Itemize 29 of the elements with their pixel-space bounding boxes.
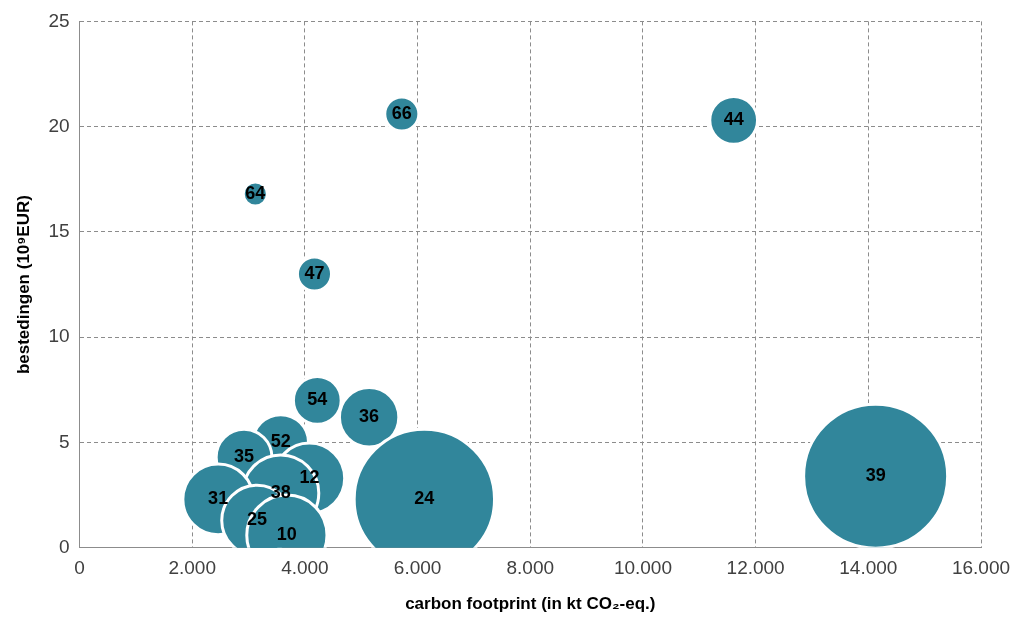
annotation: 10 <box>276 524 297 545</box>
y-tick-label: 5 <box>58 430 70 452</box>
annotation: 52 <box>270 431 291 452</box>
annotation: 66 <box>391 103 412 124</box>
annotation: 36 <box>359 406 380 427</box>
annotation: 54 <box>307 389 328 410</box>
x-axis-title: carbon footprint (in kt CO₂-eq.) <box>405 594 656 614</box>
x-tick-label: 12.000 <box>726 557 785 579</box>
y-tick-label: 25 <box>48 9 70 31</box>
x-tick-label: 10.000 <box>613 557 673 579</box>
x-tick-label: 4.000 <box>281 557 329 579</box>
y-tick-label: 0 <box>58 536 70 558</box>
y-tick-label: 10 <box>48 325 70 347</box>
annotation: 31 <box>208 488 229 509</box>
y-tick-label: 20 <box>48 114 70 136</box>
y-tick-label: 15 <box>48 220 70 242</box>
annotation: 39 <box>865 465 886 486</box>
annotation: 24 <box>414 488 435 509</box>
x-tick-label: 6.000 <box>393 557 442 579</box>
x-tick-label: 2.000 <box>168 557 216 579</box>
x-tick-label: 14.000 <box>839 557 898 579</box>
annotation: 35 <box>234 446 255 467</box>
x-tick-label: 8.000 <box>506 557 555 579</box>
annotation: 44 <box>723 109 744 130</box>
x-tick-label: 0 <box>74 557 85 579</box>
annotation: 47 <box>304 263 325 284</box>
y-axis-title: bestedingen (10⁹EUR) <box>13 195 33 375</box>
annotation: 64 <box>245 183 266 204</box>
x-tick-label: 16.000 <box>951 557 1011 579</box>
